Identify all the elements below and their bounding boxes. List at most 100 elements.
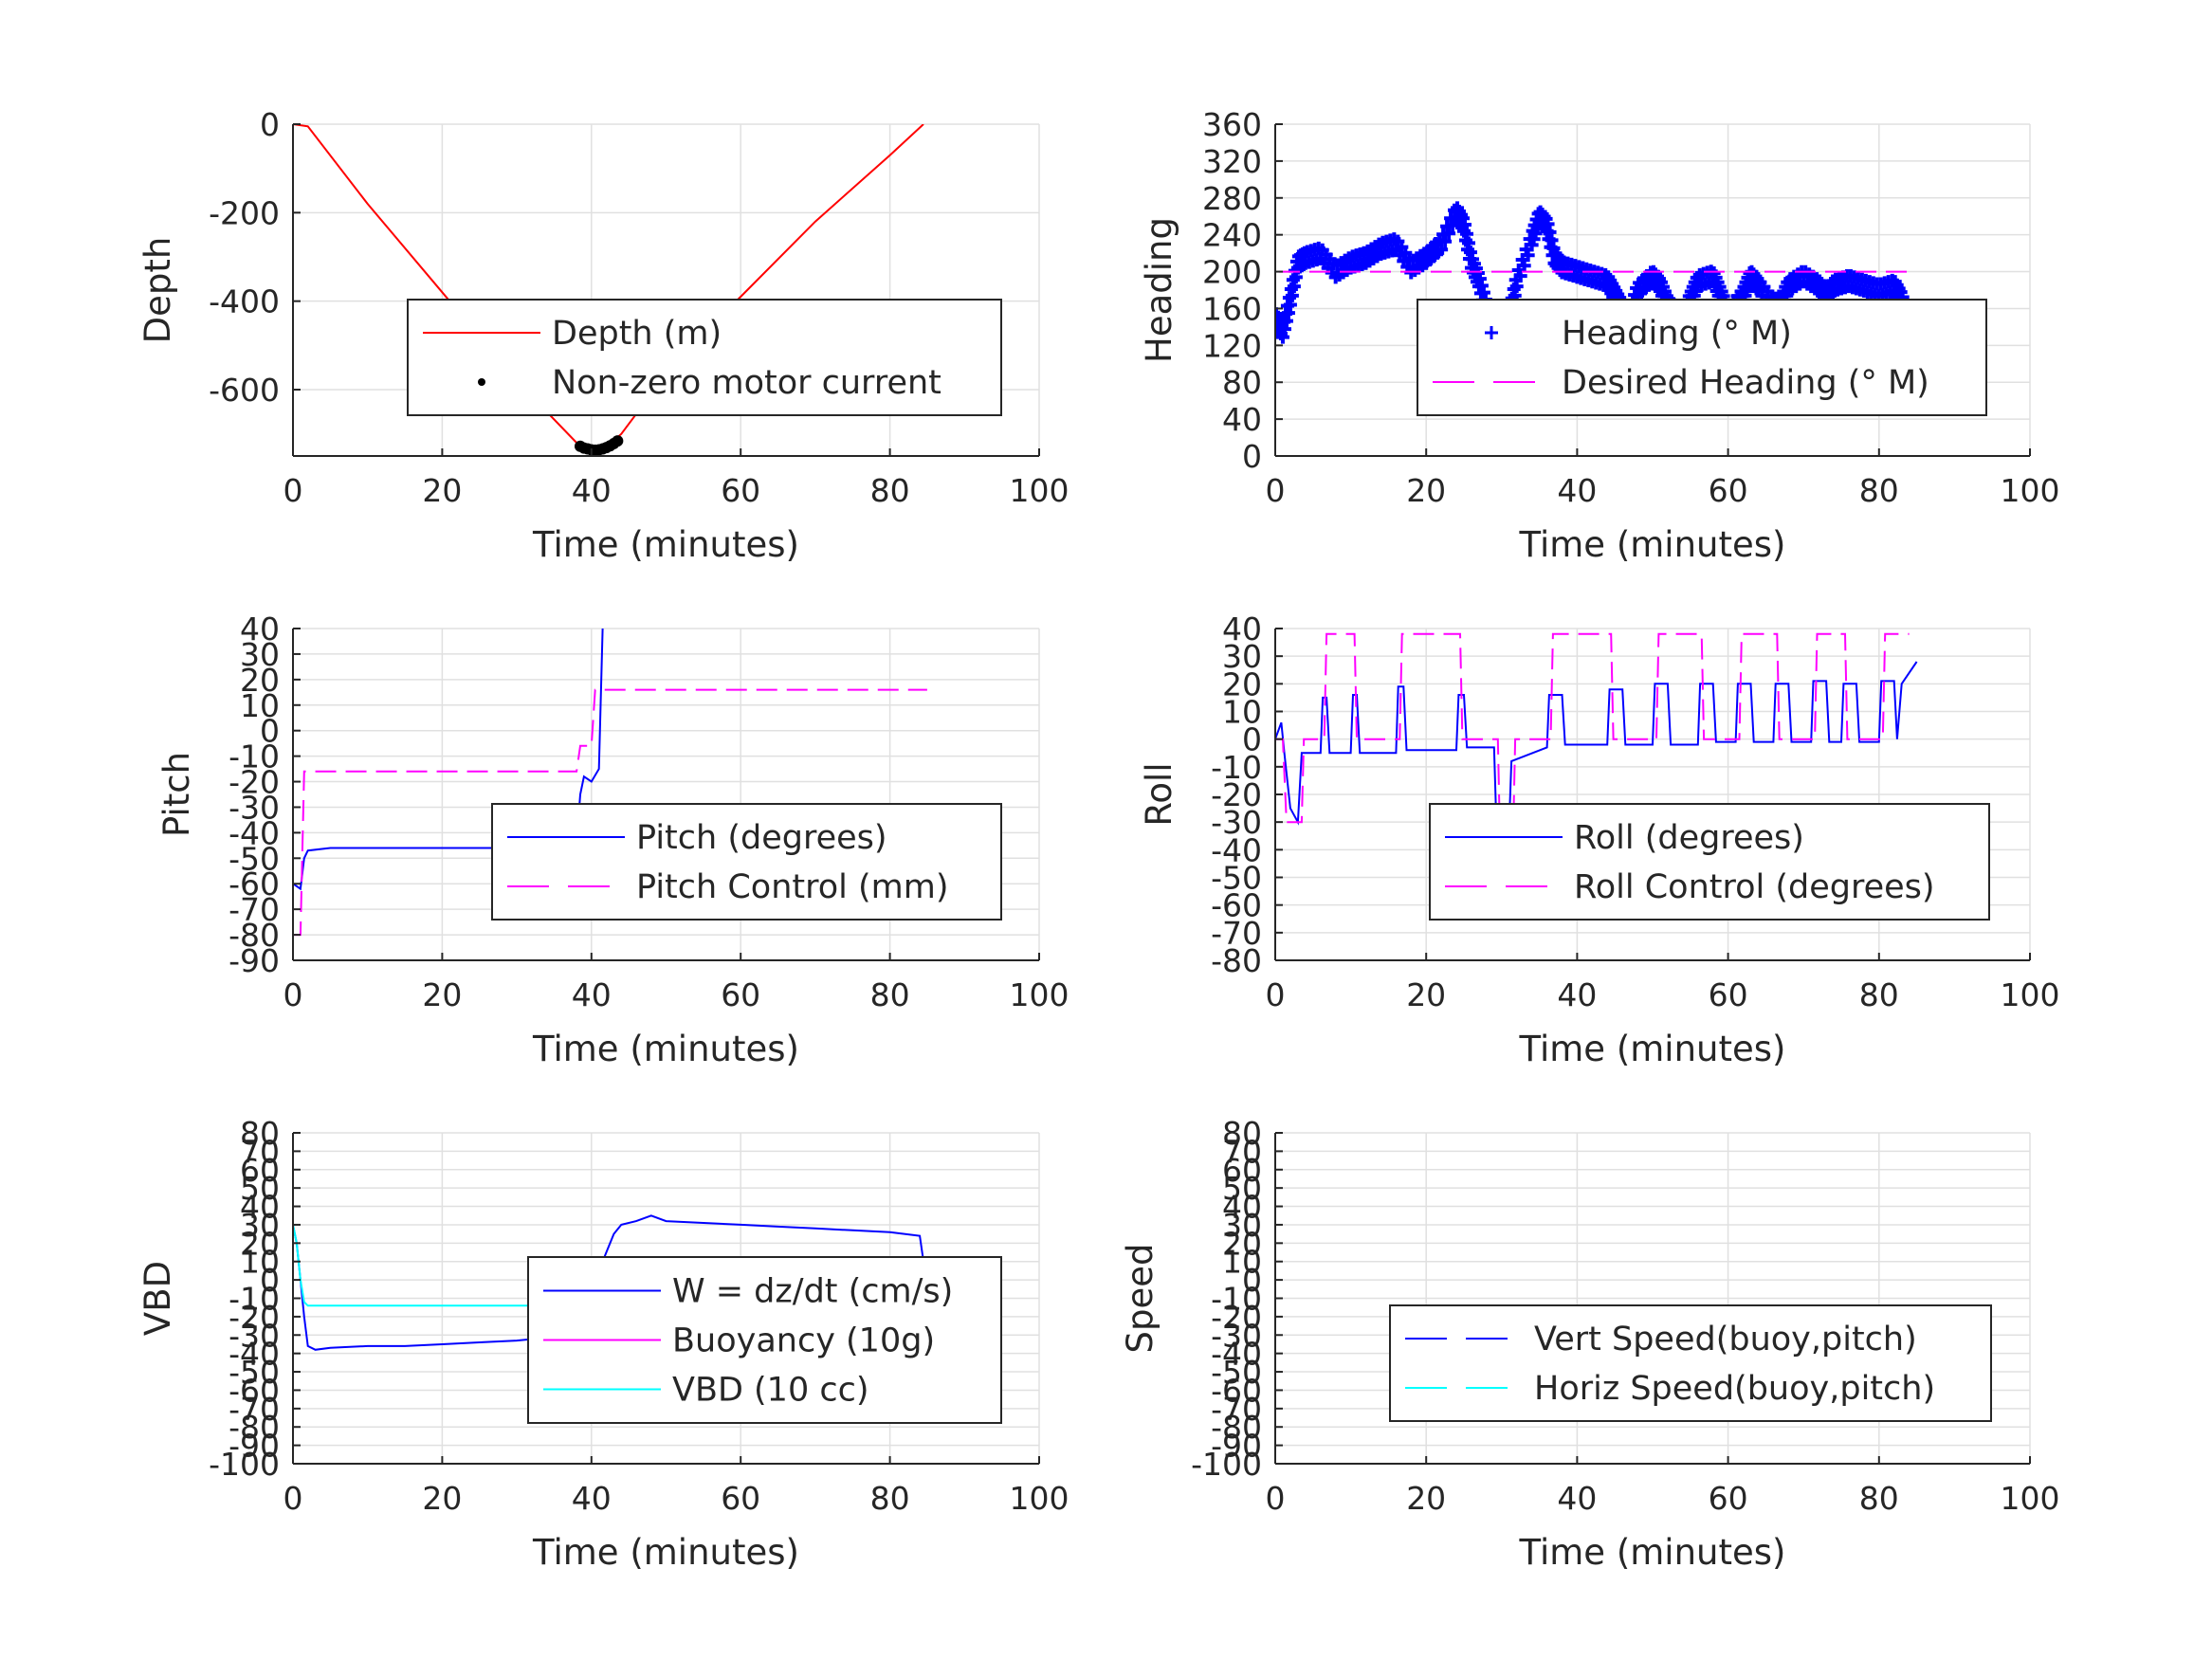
y-axis-label: Depth [137,237,178,344]
y-tick-label: 10 [240,1244,280,1281]
y-tick-label: 70 [1222,1133,1262,1170]
x-tick-label: 0 [1266,1480,1286,1517]
x-tick-label: 100 [1010,1480,1069,1517]
y-tick-label: 200 [1202,254,1262,291]
y-tick-label: -10 [229,738,280,775]
x-tick-label: 40 [572,472,612,509]
y-tick-label: 0 [1242,721,1262,758]
chart-depth: 0 20 40 60 80 100 0 -200 -400 -600 Time (minutes) D… [137,106,1069,565]
y-tick-label: -90 [1211,1428,1262,1465]
y-tick-label: -100 [209,1446,280,1483]
y-tick-label: 70 [240,1133,280,1170]
y-tick-label: -40 [1211,1336,1262,1373]
x-tick-label: 0 [1266,976,1286,1013]
y-tick-label: -40 [229,1336,280,1373]
legend-entry-label: Depth (m) [552,315,722,353]
x-tick-label: 40 [1557,976,1597,1013]
y-tick-label: -80 [1211,1409,1262,1446]
legend-entry-label: Horiz Speed(buoy,pitch) [1534,1370,1935,1408]
legend-box [1417,299,1987,416]
series-1-line [1275,632,1910,846]
x-tick-label: 40 [572,976,612,1013]
y-tick-label: 280 [1202,180,1262,217]
y-tick-label: -80 [229,1409,280,1446]
y-tick-label: 40 [240,1189,280,1226]
y-tick-label: 50 [1222,1170,1262,1207]
x-tick-label: 60 [1709,472,1748,509]
y-tick-label: 40 [1222,1189,1262,1226]
legend-box [491,803,1002,921]
y-tick-label: 240 [1202,217,1262,254]
x-tick-label: 100 [2001,472,2060,509]
series-layer [293,629,927,937]
data-point [612,435,624,447]
y-tick-label: -70 [229,891,280,928]
y-tick-label: -60 [229,866,280,902]
chart-speed: 0 20 40 60 80 100-100-90-80-70-60-50-40-30-20… [1120,1115,2060,1573]
y-tick-label: 120 [1202,327,1262,364]
y-tick-label: -30 [229,1317,280,1354]
x-tick-label: 40 [1557,472,1597,509]
legend-entry-label: Pitch Control (mm) [636,868,948,906]
x-axis-label: Time (minutes) [1519,1029,1786,1069]
legend: Depth (m) Non-zero motor current [407,299,1002,416]
y-axis-label: Speed [1120,1244,1161,1354]
y-tick-label: -20 [229,1299,280,1336]
legend: W = dz/dt (cm/s) Buoyancy (10g) VBD (10 cc… [527,1256,1002,1424]
x-axis-label: Time (minutes) [532,1532,799,1573]
y-tick-label: 20 [240,1225,280,1262]
series-layer [1275,201,1923,344]
series-1-line [293,688,927,937]
y-tick-label: 40 [1222,611,1262,647]
x-tick-label: 60 [721,472,760,509]
y-tick-label: -600 [209,372,280,409]
y-tick-label: -10 [1211,1281,1262,1318]
x-tick-label: 60 [721,976,760,1013]
y-tick-label: -60 [1211,1372,1262,1409]
y-tick-label: 10 [1222,694,1262,731]
y-tick-label: -30 [229,789,280,826]
y-tick-label: 0 [1242,1262,1262,1299]
y-tick-label: 80 [240,1115,280,1152]
y-axis-label: Heading [1139,217,1179,363]
y-tick-label: -50 [229,840,280,877]
y-axis-label: VBD [137,1261,178,1336]
y-tick-label: 80 [1222,1115,1262,1152]
legend: Pitch (degrees) Pitch Control (mm) [491,803,1002,921]
y-tick-label: 40 [1222,401,1262,438]
legend-box [1429,803,1990,921]
y-tick-label: -60 [229,1372,280,1409]
y-tick-label: -20 [229,764,280,801]
data-point [1513,269,1527,283]
x-axis-label: Time (minutes) [532,1029,799,1069]
y-tick-label: -40 [229,814,280,851]
y-tick-label: -50 [1211,860,1262,897]
y-tick-label: -30 [1211,1317,1262,1354]
x-tick-label: 0 [1266,472,1286,509]
y-tick-label: 80 [1222,364,1262,401]
chart-roll: 0 20 40 60 80 100-80-70-60-50-40-30-20-100102… [1139,611,2060,1069]
x-tick-label: 100 [1010,976,1069,1013]
y-tick-label: -200 [209,194,280,231]
y-tick-label: 30 [240,636,280,673]
legend: Vert Speed(buoy,pitch) Horiz Speed(buoy,p… [1389,1304,1992,1422]
y-tick-label: -20 [1211,1299,1262,1336]
x-tick-label: 40 [1557,1480,1597,1517]
data-point [1438,234,1453,248]
x-tick-label: 80 [1859,472,1899,509]
x-tick-label: 60 [1709,1480,1748,1517]
legend: Roll (degrees) Roll Control (degrees) [1429,803,1990,921]
y-tick-label: 10 [240,687,280,724]
x-tick-label: 80 [870,472,910,509]
y-tick-label: 60 [240,1152,280,1189]
x-tick-label: 80 [870,976,910,1013]
data-point [1517,259,1531,273]
legend-entry-label: Desired Heading (° M) [1562,364,1929,402]
x-tick-label: 60 [721,1480,760,1517]
x-tick-label: 80 [870,1480,910,1517]
y-tick-label: 0 [260,106,280,143]
chart-pitch: 0 20 40 60 80 100-90-80-70-60-50-40-30-20-100… [156,611,1069,1069]
y-tick-label: -30 [1211,804,1262,841]
x-axis-label: Time (minutes) [532,524,799,565]
